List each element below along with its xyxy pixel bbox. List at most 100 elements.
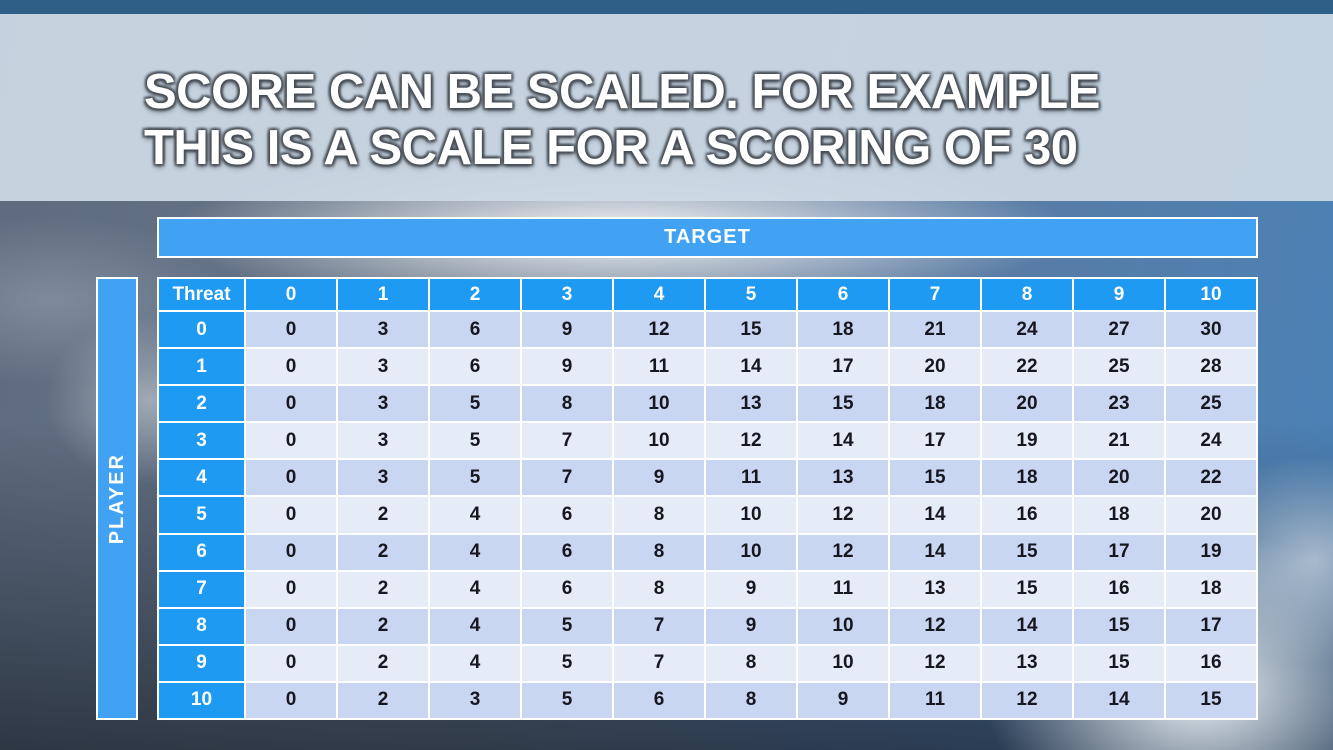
score-cell: 10 [614,386,704,422]
score-cell: 14 [890,534,980,570]
col-header: 9 [1074,279,1164,310]
col-header: 1 [338,279,428,310]
score-cell: 15 [1074,645,1164,681]
score-cell: 3 [338,349,428,385]
score-cell: 20 [982,386,1072,422]
score-cell: 8 [522,386,612,422]
col-header: 0 [246,279,336,310]
score-cell: 12 [890,645,980,681]
target-header-bar: TARGET [157,217,1258,258]
score-cell: 0 [246,608,336,644]
score-cell: 25 [1166,386,1256,422]
target-label: TARGET [664,226,751,248]
row-header: 3 [159,423,244,459]
score-cell: 3 [338,312,428,348]
score-cell: 12 [798,497,888,533]
col-header: 10 [1166,279,1256,310]
row-header: 2 [159,386,244,422]
score-cell: 15 [982,571,1072,607]
score-cell: 2 [338,571,428,607]
score-cell: 24 [1166,423,1256,459]
score-cell: 14 [1074,682,1164,718]
score-cell: 14 [798,423,888,459]
score-cell: 5 [522,682,612,718]
score-cell: 18 [1166,571,1256,607]
score-cell: 9 [706,571,796,607]
score-cell: 6 [614,682,704,718]
score-cell: 9 [522,312,612,348]
col-header: 6 [798,279,888,310]
score-cell: 17 [1166,608,1256,644]
score-cell: 28 [1166,349,1256,385]
score-cell: 6 [430,349,520,385]
score-cell: 21 [890,312,980,348]
score-cell: 5 [522,645,612,681]
score-cell: 0 [246,423,336,459]
score-cell: 2 [338,645,428,681]
row-header: 6 [159,534,244,570]
row-header: 9 [159,645,244,681]
score-cell: 24 [982,312,1072,348]
score-cell: 0 [246,571,336,607]
score-cell: 6 [522,497,612,533]
row-header: 1 [159,349,244,385]
row-header: 10 [159,682,244,718]
score-cell: 11 [798,571,888,607]
score-cell: 0 [246,497,336,533]
score-grid: Threat 0 1 2 3 4 5 6 7 8 9 10 0 0 3 6 9 12 15 18 21 24 27 30 1 0 3… [157,277,1258,720]
score-cell: 4 [430,497,520,533]
score-cell: 12 [706,423,796,459]
score-cell: 13 [706,386,796,422]
score-cell: 3 [338,460,428,496]
score-cell: 10 [706,534,796,570]
score-cell: 21 [1074,423,1164,459]
score-cell: 22 [982,349,1072,385]
score-cell: 20 [1074,460,1164,496]
title-line-1: SCORE CAN BE SCALED. FOR EXAMPLE [144,65,1100,119]
score-cell: 8 [614,571,704,607]
score-cell: 2 [338,682,428,718]
score-cell: 11 [890,682,980,718]
score-cell: 8 [706,645,796,681]
score-cell: 20 [890,349,980,385]
score-cell: 18 [982,460,1072,496]
player-header-bar: PLAYER [96,277,138,720]
score-cell: 10 [706,497,796,533]
score-cell: 7 [614,608,704,644]
score-cell: 18 [890,386,980,422]
score-cell: 8 [614,534,704,570]
score-cell: 14 [706,349,796,385]
score-cell: 16 [1074,571,1164,607]
score-cell: 15 [1074,608,1164,644]
score-cell: 25 [1074,349,1164,385]
col-header: 2 [430,279,520,310]
score-cell: 12 [982,682,1072,718]
score-cell: 23 [1074,386,1164,422]
score-cell: 10 [798,645,888,681]
score-cell: 11 [706,460,796,496]
score-cell: 0 [246,460,336,496]
row-header: 7 [159,571,244,607]
score-cell: 0 [246,645,336,681]
row-header: 0 [159,312,244,348]
score-cell: 3 [338,386,428,422]
score-cell: 15 [982,534,1072,570]
score-cell: 4 [430,645,520,681]
score-cell: 16 [982,497,1072,533]
score-cell: 13 [982,645,1072,681]
score-cell: 8 [614,497,704,533]
score-cell: 5 [430,423,520,459]
score-cell: 22 [1166,460,1256,496]
player-label: PLAYER [105,452,128,545]
score-cell: 14 [890,497,980,533]
score-cell: 0 [246,386,336,422]
score-cell: 0 [246,349,336,385]
score-cell: 12 [614,312,704,348]
score-cell: 10 [798,608,888,644]
score-cell: 19 [982,423,1072,459]
score-cell: 15 [890,460,980,496]
corner-threat-label: Threat [159,279,244,310]
score-cell: 5 [430,460,520,496]
score-cell: 9 [706,608,796,644]
score-cell: 7 [522,423,612,459]
